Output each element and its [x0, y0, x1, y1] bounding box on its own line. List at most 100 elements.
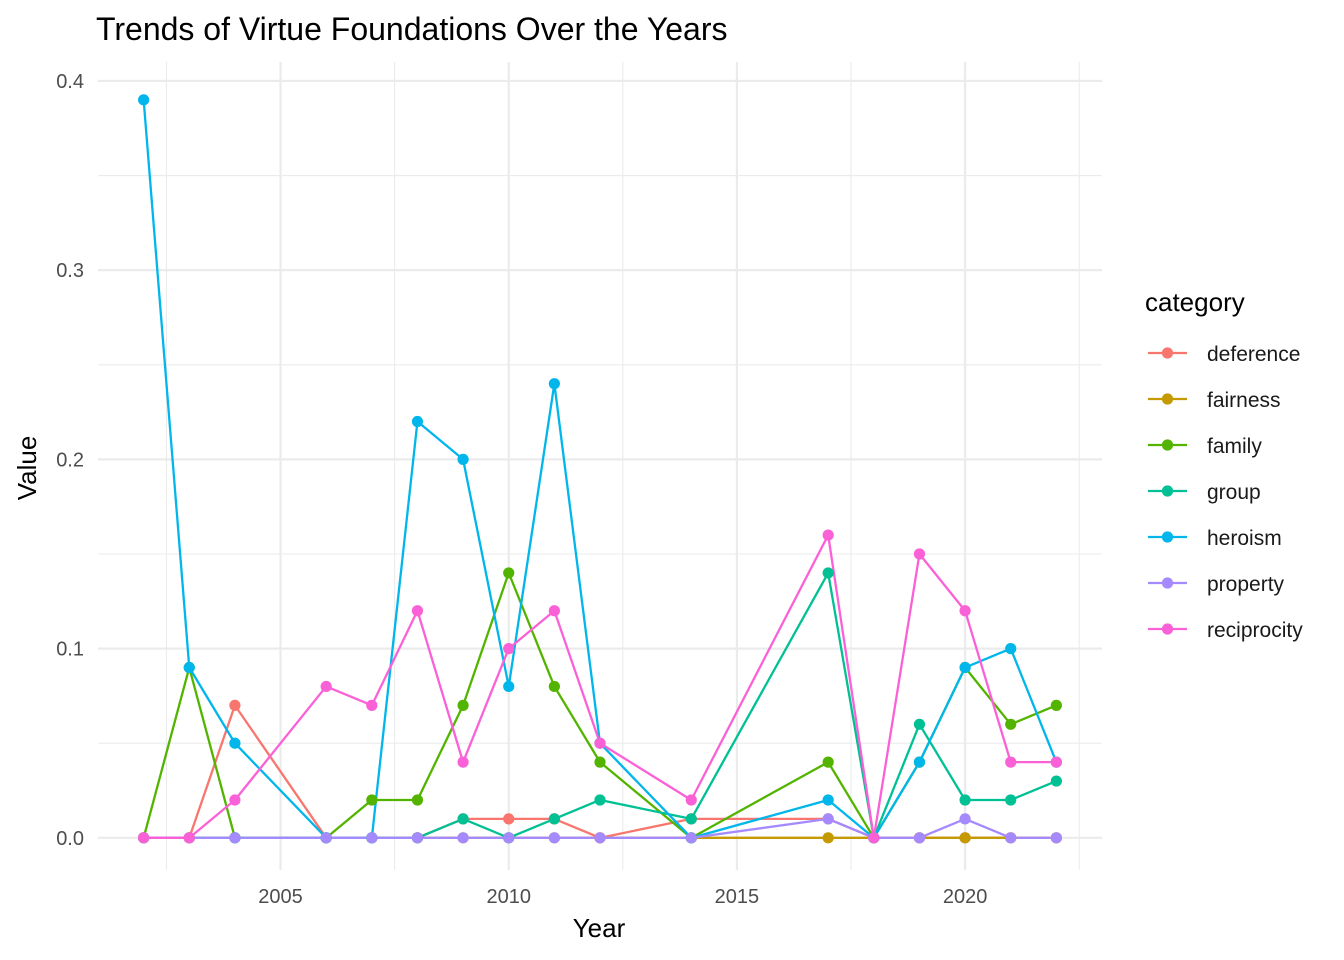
x-tick-label: 2015	[715, 886, 760, 908]
point-heroism-2004	[229, 737, 241, 749]
point-property-2011	[548, 832, 560, 844]
point-heroism-2017	[822, 794, 834, 806]
point-reciprocity-2011	[548, 605, 560, 617]
point-reciprocity-2014	[685, 794, 697, 806]
point-heroism-2002	[138, 94, 150, 106]
y-tick-label: 0.2	[56, 449, 84, 471]
point-reciprocity-2006	[320, 680, 332, 693]
point-family-2010	[503, 567, 515, 579]
legend-item-property: property	[1148, 573, 1285, 596]
legend-key-point	[1161, 577, 1174, 589]
point-property-2022	[1050, 832, 1062, 844]
point-reciprocity-2017	[822, 529, 834, 541]
point-property-2008	[411, 832, 424, 844]
point-group-2022	[1050, 775, 1062, 787]
legend-item-group: group	[1148, 481, 1261, 504]
point-heroism-2011	[548, 378, 560, 390]
point-family-2017	[822, 756, 834, 768]
point-property-2004	[229, 832, 241, 844]
x-axis-title: Year	[573, 913, 626, 943]
point-reciprocity-2010	[503, 643, 515, 655]
legend-item-reciprocity: reciprocity	[1148, 619, 1303, 642]
point-group-2017	[822, 567, 834, 579]
point-group-2020	[959, 794, 971, 806]
point-reciprocity-2018	[868, 832, 880, 844]
point-heroism-2010	[503, 680, 515, 693]
point-fairness-2017	[822, 832, 834, 844]
point-family-2021	[1005, 718, 1017, 730]
point-heroism-2008	[411, 415, 424, 428]
x-tick-label: 2020	[943, 886, 988, 908]
point-group-2014	[685, 813, 697, 825]
point-reciprocity-2022	[1050, 756, 1062, 768]
point-reciprocity-2021	[1005, 756, 1017, 768]
point-property-2021	[1005, 832, 1017, 844]
point-property-2014	[685, 832, 697, 844]
legend-label: fairness	[1207, 389, 1281, 412]
point-heroism-2020	[959, 661, 971, 674]
x-tick-label: 2010	[486, 886, 531, 908]
point-group-2019	[913, 718, 926, 730]
point-property-2020	[959, 813, 971, 825]
point-group-2011	[548, 813, 560, 825]
legend-key-point	[1161, 393, 1174, 405]
point-group-2009	[457, 813, 469, 825]
y-tick-label: 0.4	[56, 71, 84, 93]
legend-key-point	[1161, 531, 1174, 543]
legend-label: family	[1207, 435, 1262, 458]
legend: category deference fairness family group her…	[1145, 287, 1303, 642]
point-reciprocity-2019	[913, 548, 926, 560]
y-axis-ticks: 0.0 0.1 0.2 0.3 0.4	[56, 71, 84, 850]
legend-item-heroism: heroism	[1148, 527, 1282, 550]
point-reciprocity-2007	[366, 699, 378, 711]
legend-key-point	[1161, 439, 1174, 451]
y-tick-label: 0.3	[56, 260, 84, 282]
point-heroism-2021	[1005, 643, 1017, 655]
point-heroism-2009	[457, 453, 469, 465]
legend-label: deference	[1207, 343, 1300, 366]
x-axis-ticks: 2005 2010 2015 2020	[258, 886, 987, 908]
point-reciprocity-2004	[229, 794, 241, 806]
legend-label: group	[1207, 481, 1261, 504]
legend-label: reciprocity	[1207, 619, 1303, 642]
legend-key-point	[1161, 485, 1174, 497]
point-property-2019	[913, 832, 926, 844]
y-tick-label: 0.1	[56, 639, 84, 661]
point-property-2017	[822, 813, 834, 825]
point-property-2007	[366, 832, 378, 844]
y-tick-label: 0.0	[56, 828, 84, 850]
point-heroism-2003	[183, 661, 195, 674]
point-reciprocity-2009	[457, 756, 469, 768]
point-family-2007	[366, 794, 378, 806]
point-family-2022	[1050, 699, 1062, 711]
point-reciprocity-2020	[959, 605, 971, 617]
x-tick-label: 2005	[258, 886, 303, 908]
point-property-2010	[503, 832, 515, 844]
point-group-2012	[594, 794, 606, 806]
point-family-2011	[548, 680, 560, 693]
point-reciprocity-2002	[138, 832, 150, 844]
point-property-2012	[594, 832, 606, 844]
point-heroism-2019	[913, 756, 926, 768]
point-property-2006	[320, 832, 332, 844]
chart-title: Trends of Virtue Foundations Over the Ye…	[96, 11, 727, 47]
point-family-2012	[594, 756, 606, 768]
point-reciprocity-2008	[411, 605, 424, 617]
point-reciprocity-2003	[183, 832, 195, 844]
legend-key-point	[1161, 623, 1174, 635]
point-property-2009	[457, 832, 469, 844]
point-fairness-2020	[959, 832, 971, 844]
legend-item-family: family	[1148, 435, 1262, 458]
legend-title: category	[1145, 287, 1245, 317]
y-axis-title: Value	[12, 436, 42, 501]
point-reciprocity-2012	[594, 737, 606, 749]
point-family-2009	[457, 699, 469, 711]
point-deference-2010	[503, 813, 515, 825]
point-family-2008	[411, 794, 424, 806]
legend-label: property	[1207, 573, 1285, 596]
legend-label: heroism	[1207, 527, 1282, 550]
series-points	[138, 94, 1062, 844]
point-group-2021	[1005, 794, 1017, 806]
legend-items: deference fairness family group heroism prope…	[1148, 343, 1303, 642]
